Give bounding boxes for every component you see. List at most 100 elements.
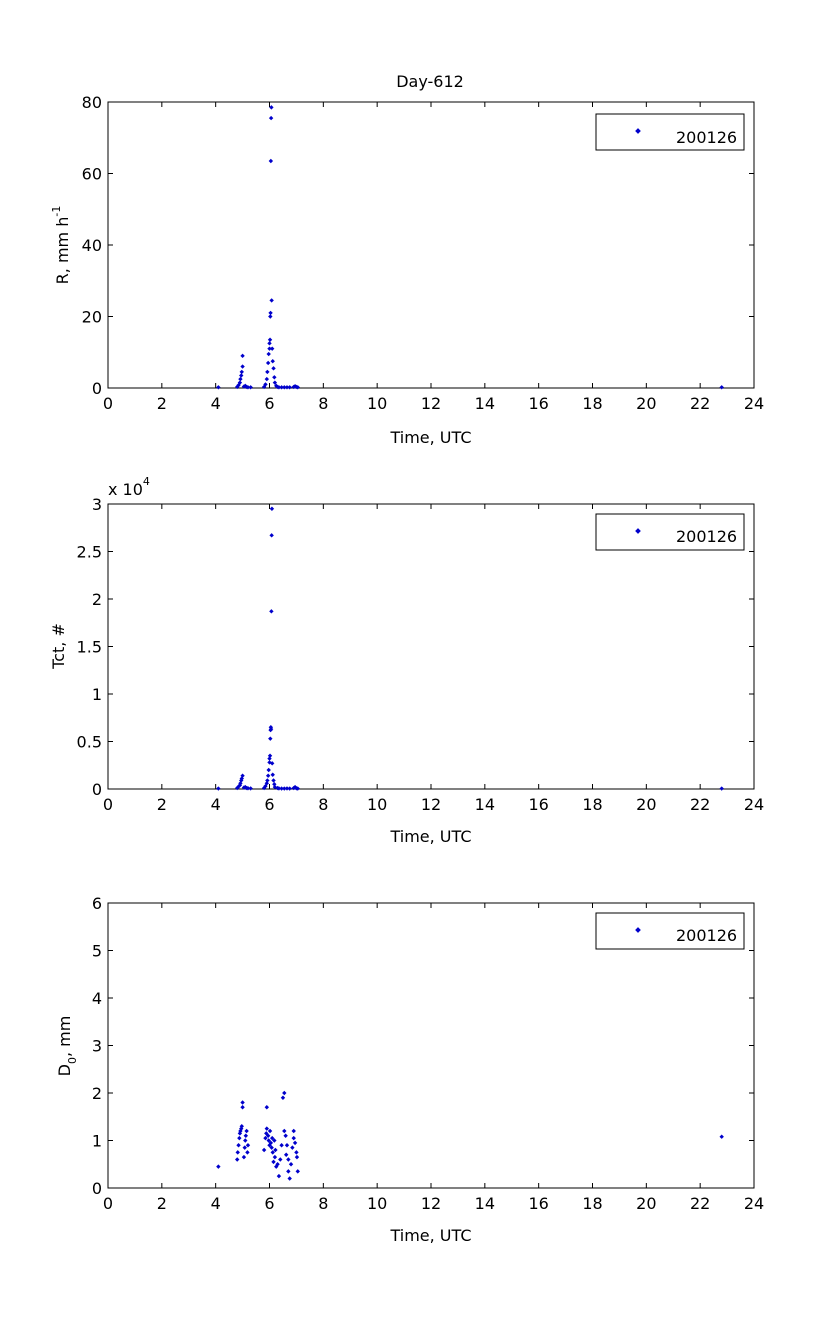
data-point: [284, 1143, 290, 1148]
data-point: [272, 784, 278, 790]
data-point: [244, 1128, 249, 1134]
data-point: [290, 1145, 295, 1150]
x-tick-label: 2: [157, 795, 167, 814]
x-tick-label: 22: [690, 394, 710, 413]
data-point: [268, 736, 273, 741]
y-axis-label-subscript: 0: [66, 1057, 79, 1064]
data-point: [245, 786, 251, 791]
data-point: [239, 373, 244, 378]
data-point: [240, 1105, 245, 1110]
data-point: [271, 366, 276, 371]
x-tick-label: 24: [744, 1194, 764, 1213]
y-tick-label: 3: [92, 1037, 102, 1056]
y-tick-labels: 0 1 2 3 4 5 6: [92, 894, 102, 1198]
x-tick-label: 18: [582, 394, 602, 413]
data-point: [267, 753, 273, 758]
data-point: [265, 773, 271, 778]
x-tick-label: 14: [475, 394, 495, 413]
data-point: [266, 351, 271, 357]
data-point: [282, 1128, 287, 1134]
data-point: [287, 786, 292, 791]
x-tick-label: 12: [421, 795, 441, 814]
data-point: [283, 1152, 289, 1157]
legend: 200126: [595, 513, 745, 551]
x-tick-label: 16: [528, 394, 548, 413]
data-point: [245, 385, 251, 390]
data-point: [294, 1150, 299, 1155]
y-tick-label: 0: [92, 1179, 102, 1198]
data-point: [239, 776, 244, 781]
data-point: [261, 785, 267, 791]
data-point: [719, 385, 724, 390]
data-point: [268, 115, 274, 121]
data-point: [719, 1134, 724, 1139]
data-point: [264, 1126, 270, 1131]
data-point: [264, 1105, 270, 1110]
data-point: [276, 385, 282, 390]
data-point: [270, 358, 275, 364]
data-point: [269, 1135, 275, 1141]
x-tick-label: 14: [475, 1194, 495, 1213]
data-point: [276, 786, 282, 791]
y-tick-label: 2: [92, 1084, 102, 1103]
data-point: [235, 1150, 240, 1155]
data-point: [241, 1154, 247, 1160]
data-point: [269, 609, 274, 614]
data-point: [265, 1133, 271, 1138]
data-point: [270, 1150, 275, 1155]
x-tick-label: 2: [157, 394, 167, 413]
x-tick-label: 16: [528, 1194, 548, 1213]
legend-box: [595, 912, 745, 950]
data-point: [291, 1128, 296, 1134]
x-tick-label: 8: [318, 1194, 328, 1213]
x-tick-label: 20: [636, 795, 656, 814]
x-tick-labels: 0 2 4 6 8 10 12 14 16 18 20 22 24: [103, 1194, 764, 1213]
y-tick-label: 0: [92, 780, 102, 799]
data-point: [284, 786, 290, 791]
data-point: [273, 1147, 278, 1153]
data-point: [265, 778, 270, 783]
data-point: [267, 1128, 273, 1134]
data-point: [279, 1143, 284, 1148]
y-tick-label: 1: [92, 685, 102, 704]
data-point: [271, 1159, 276, 1165]
y-tick-label: 2.5: [77, 543, 102, 562]
data-point: [719, 786, 724, 791]
data-point: [235, 785, 240, 791]
x-tick-label: 18: [582, 1194, 602, 1213]
data-point: [269, 761, 275, 766]
x-tick-label: 0: [103, 795, 113, 814]
y-axis-label: D0, mm: [55, 1016, 79, 1077]
x-tick-label: 0: [103, 394, 113, 413]
data-point: [275, 1162, 280, 1167]
x-tick-labels: 0 2 4 6 8 10 12 14 16 18 20 22 24: [103, 795, 764, 814]
x-tick-label: 6: [264, 795, 274, 814]
data-point: [284, 385, 290, 390]
y-axis-label-superscript: -1: [50, 206, 63, 217]
data-point: [295, 786, 300, 791]
y-scale-factor-main: x 10: [108, 480, 143, 499]
y-scale-factor: x 104: [108, 475, 150, 499]
data-point: [245, 1143, 251, 1148]
data-point: [271, 778, 276, 783]
x-tick-label: 6: [264, 394, 274, 413]
x-tick-label: 4: [211, 394, 221, 413]
x-tick-label: 12: [421, 394, 441, 413]
x-tick-label: 16: [528, 795, 548, 814]
data-point: [295, 1169, 300, 1174]
y-axis-label: R, mm h-1: [50, 206, 72, 285]
data-point: [269, 533, 274, 538]
x-tick-label: 20: [636, 394, 656, 413]
data-point: [272, 1154, 278, 1160]
y-tick-label: 20: [82, 308, 102, 327]
tick-marks: [107, 101, 755, 389]
data-point: [242, 1145, 247, 1150]
data-point: [272, 782, 277, 787]
y-axis-label: Tct, #: [49, 623, 68, 670]
data-point: [237, 783, 243, 788]
data-point: [240, 364, 245, 369]
data-point: [268, 314, 273, 319]
data-point: [287, 1176, 292, 1181]
data-point: [272, 380, 278, 385]
x-tick-label: 22: [690, 795, 710, 814]
